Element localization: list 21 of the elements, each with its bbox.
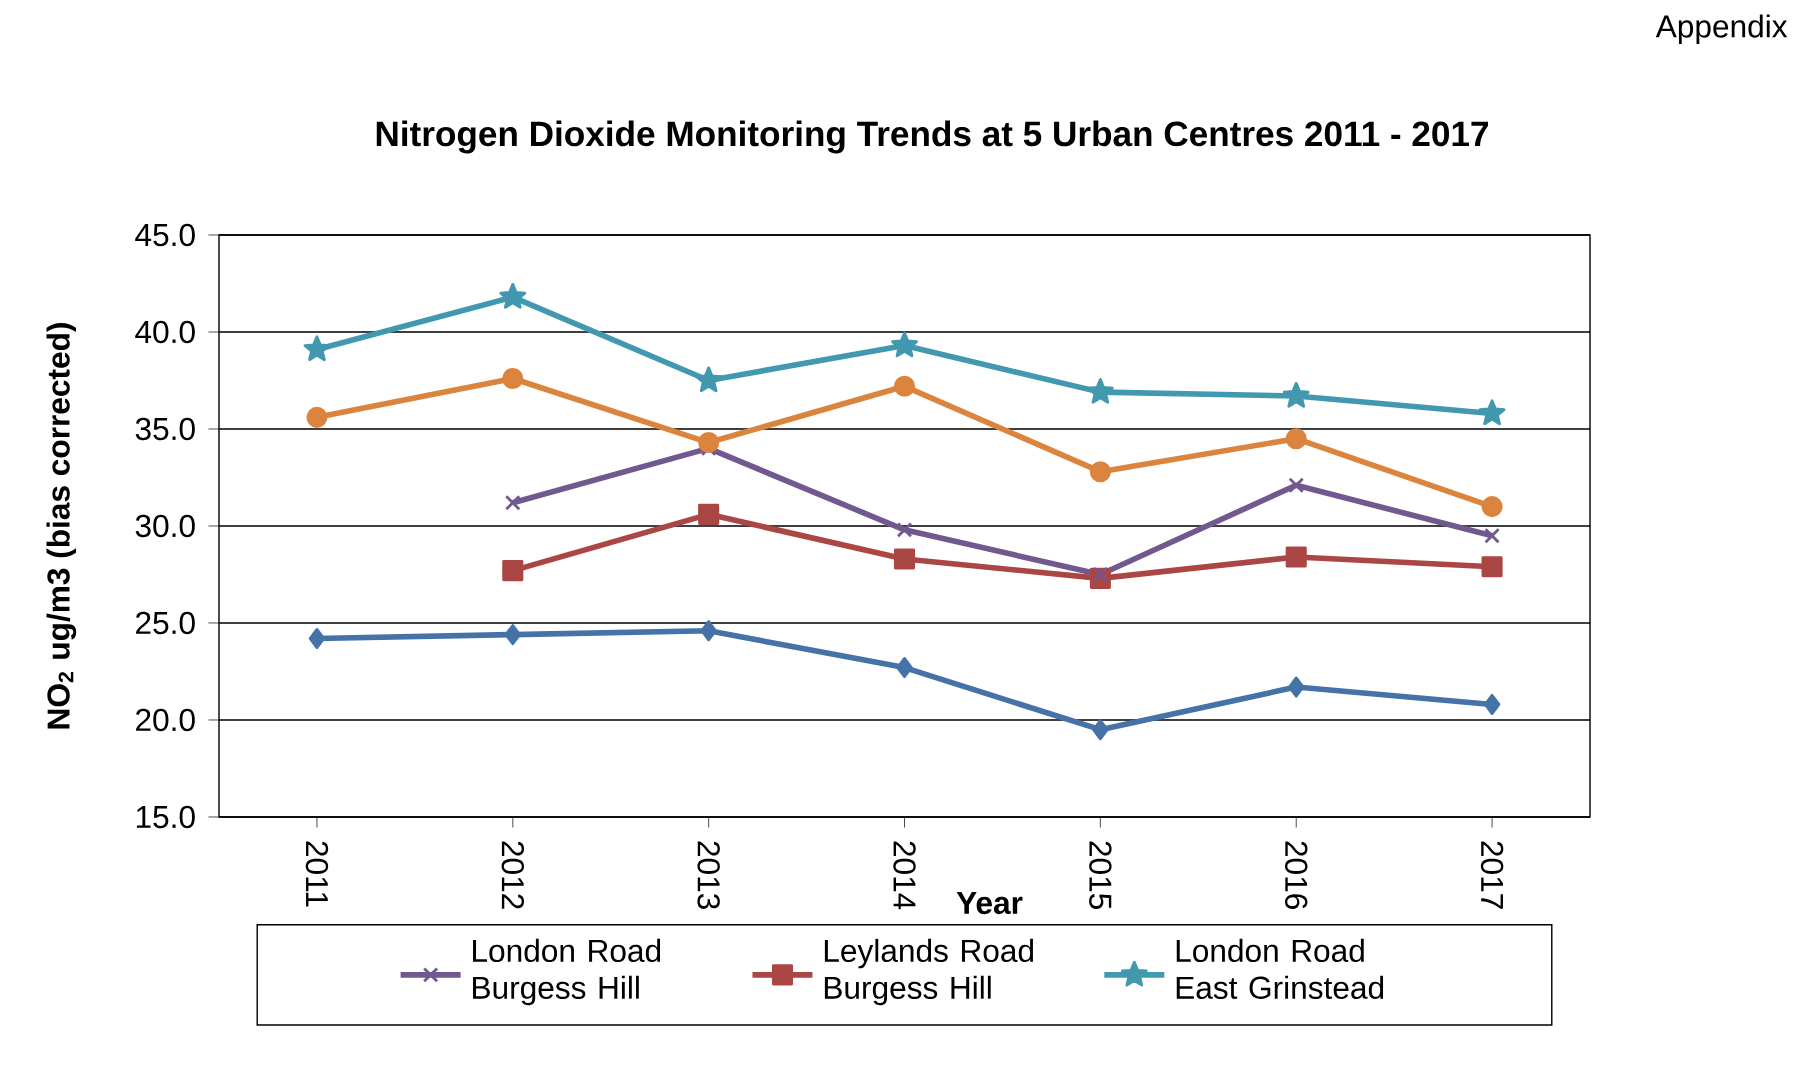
legend-label: Leylands Road Burgess Hill — [824, 938, 1033, 1006]
x-tick-label: 2013 — [697, 841, 720, 909]
y-tick-label: 20.0 — [136, 708, 195, 732]
x-tick-label: 2012 — [501, 841, 525, 909]
y-tick-label: 35.0 — [135, 417, 195, 441]
legend-label: London Road Burgess Hill — [473, 938, 661, 1006]
legend-label: London Road East Grinstead — [1176, 938, 1384, 999]
y-tick-label: 30.0 — [135, 514, 195, 538]
x-tick-label: 2011 — [305, 841, 329, 907]
y-tick-label: 45.0 — [135, 223, 195, 247]
x-axis-title: Year — [956, 892, 1023, 915]
y-tick-label: 25.0 — [136, 611, 195, 635]
text: Appendix — [1655, 14, 1788, 44]
x-tick-label: 2014 — [893, 841, 916, 910]
x-tick-label: 2017 — [1480, 841, 1504, 909]
y-tick-label: 15.0 — [136, 805, 195, 829]
x-tick-label: 2016 — [1285, 841, 1308, 909]
y-axis-title: NO$_{2}$ ug/m3 (bias corrected) — [46, 323, 77, 729]
x-tick-label: 2015 — [1089, 841, 1112, 909]
y-tick-label: 40.0 — [135, 320, 195, 344]
chart-title: Nitrogen Dioxide Monitoring Trends at 5 Urban Centres 2011 - 2017 — [376, 120, 1488, 154]
